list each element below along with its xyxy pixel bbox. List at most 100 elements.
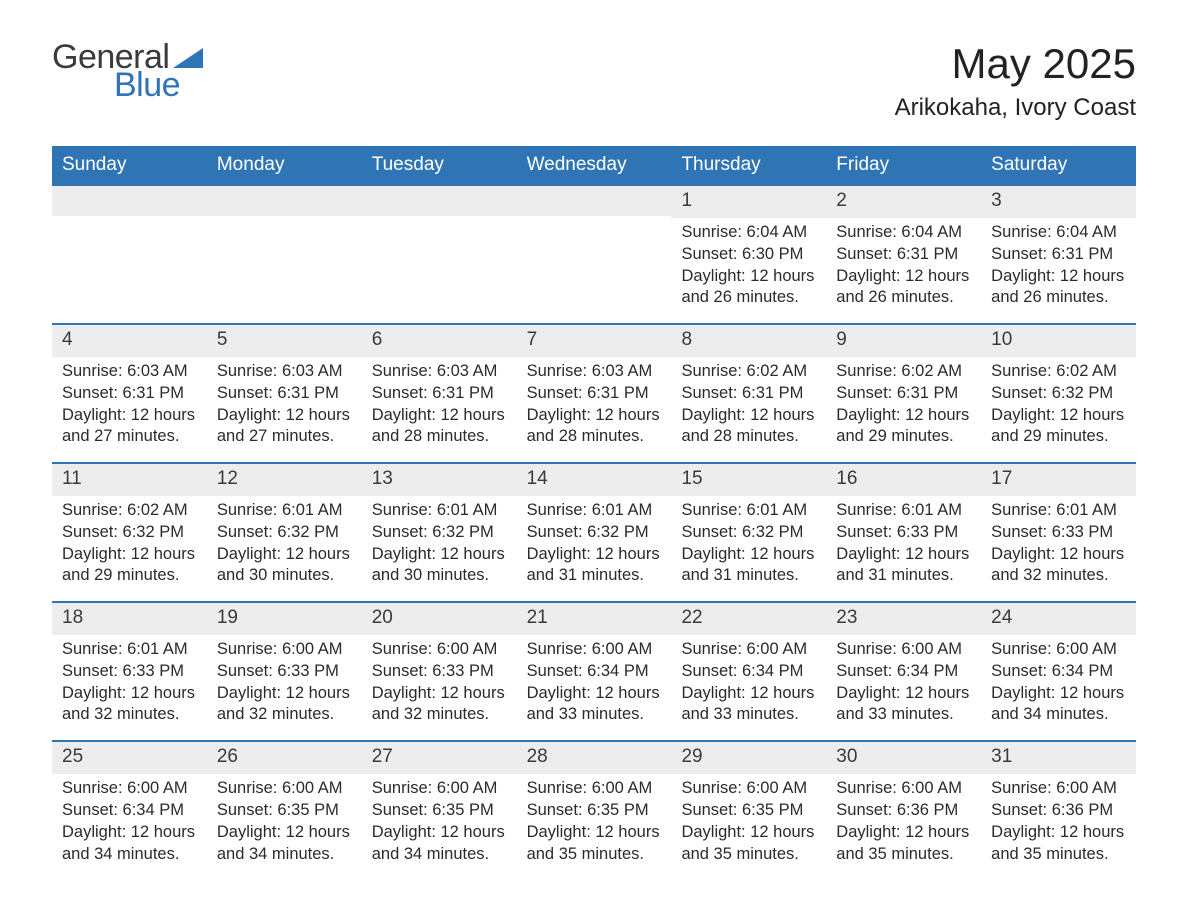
day-info: Sunrise: 6:01 AMSunset: 6:32 PMDaylight:… [517, 496, 672, 587]
day-number: 20 [362, 603, 517, 635]
calendar-day [517, 186, 672, 323]
sunrise-line: Sunrise: 6:03 AM [217, 361, 352, 383]
day-number: 4 [52, 325, 207, 357]
sunset-line: Sunset: 6:32 PM [527, 522, 662, 544]
sunrise-line: Sunrise: 6:04 AM [681, 222, 816, 244]
sunrise-line: Sunrise: 6:04 AM [836, 222, 971, 244]
calendar-day: 5Sunrise: 6:03 AMSunset: 6:31 PMDaylight… [207, 325, 362, 462]
sunset-line: Sunset: 6:31 PM [62, 383, 197, 405]
day-number: 3 [981, 186, 1136, 218]
day-number: 21 [517, 603, 672, 635]
sunset-line: Sunset: 6:34 PM [991, 661, 1126, 683]
sunset-line: Sunset: 6:33 PM [836, 522, 971, 544]
title-block: May 2025 Arikokaha, Ivory Coast [895, 40, 1136, 122]
daylight-line: Daylight: 12 hours and 34 minutes. [217, 822, 352, 866]
calendar-body: 1Sunrise: 6:04 AMSunset: 6:30 PMDaylight… [52, 186, 1136, 879]
sunset-line: Sunset: 6:35 PM [527, 800, 662, 822]
day-number: 31 [981, 742, 1136, 774]
day-number: 15 [671, 464, 826, 496]
day-info: Sunrise: 6:03 AMSunset: 6:31 PMDaylight:… [52, 357, 207, 448]
calendar-day: 10Sunrise: 6:02 AMSunset: 6:32 PMDayligh… [981, 325, 1136, 462]
calendar-day: 18Sunrise: 6:01 AMSunset: 6:33 PMDayligh… [52, 603, 207, 740]
sunset-line: Sunset: 6:32 PM [681, 522, 816, 544]
calendar-day: 16Sunrise: 6:01 AMSunset: 6:33 PMDayligh… [826, 464, 981, 601]
sunrise-line: Sunrise: 6:00 AM [991, 639, 1126, 661]
calendar-day: 24 Sunrise: 6:00 AMSunset: 6:34 PMDayligh… [981, 603, 1136, 740]
day-number [207, 186, 362, 216]
sunset-line: Sunset: 6:31 PM [681, 383, 816, 405]
sunrise-line: Sunrise: 6:00 AM [527, 778, 662, 800]
calendar-week: 25Sunrise: 6:00 AMSunset: 6:34 PMDayligh… [52, 740, 1136, 879]
calendar-week: 11Sunrise: 6:02 AMSunset: 6:32 PMDayligh… [52, 462, 1136, 601]
day-number: 10 [981, 325, 1136, 357]
location: Arikokaha, Ivory Coast [895, 94, 1136, 122]
calendar-day: 4Sunrise: 6:03 AMSunset: 6:31 PMDaylight… [52, 325, 207, 462]
top-bar: General Blue May 2025 Arikokaha, Ivory C… [52, 40, 1136, 122]
sunrise-line: Sunrise: 6:02 AM [836, 361, 971, 383]
sunrise-line: Sunrise: 6:03 AM [372, 361, 507, 383]
sunset-line: Sunset: 6:31 PM [372, 383, 507, 405]
sunset-line: Sunset: 6:34 PM [62, 800, 197, 822]
sunset-line: Sunset: 6:32 PM [372, 522, 507, 544]
sunset-line: Sunset: 6:31 PM [217, 383, 352, 405]
daylight-line: Daylight: 12 hours and 35 minutes. [681, 822, 816, 866]
day-info: Sunrise: 6:04 AMSunset: 6:31 PMDaylight:… [826, 218, 981, 309]
calendar-day: 27Sunrise: 6:00 AMSunset: 6:35 PMDayligh… [362, 742, 517, 879]
daylight-line: Daylight: 12 hours and 29 minutes. [991, 405, 1126, 449]
sunrise-line: Sunrise: 6:00 AM [527, 639, 662, 661]
daylight-line: Daylight: 12 hours and 28 minutes. [527, 405, 662, 449]
sunrise-line: Sunrise: 6:00 AM [836, 778, 971, 800]
sunrise-line: Sunrise: 6:03 AM [527, 361, 662, 383]
day-info: Sunrise: 6:03 AMSunset: 6:31 PMDaylight:… [362, 357, 517, 448]
daylight-line: Daylight: 12 hours and 32 minutes. [217, 683, 352, 727]
day-info: Sunrise: 6:04 AMSunset: 6:30 PMDaylight:… [671, 218, 826, 309]
calendar-header-cell: Thursday [671, 146, 826, 186]
day-number: 28 [517, 742, 672, 774]
calendar-day: 29Sunrise: 6:00 AMSunset: 6:35 PMDayligh… [671, 742, 826, 879]
sunset-line: Sunset: 6:31 PM [991, 244, 1126, 266]
day-number: 9 [826, 325, 981, 357]
calendar-header-cell: Wednesday [517, 146, 672, 186]
calendar-day: 25Sunrise: 6:00 AMSunset: 6:34 PMDayligh… [52, 742, 207, 879]
day-info: Sunrise: 6:00 AMSunset: 6:33 PMDaylight:… [362, 635, 517, 726]
sunset-line: Sunset: 6:35 PM [681, 800, 816, 822]
daylight-line: Daylight: 12 hours and 34 minutes. [991, 683, 1126, 727]
daylight-line: Daylight: 12 hours and 31 minutes. [681, 544, 816, 588]
sunset-line: Sunset: 6:34 PM [836, 661, 971, 683]
day-info: Sunrise: 6:02 AMSunset: 6:32 PMDaylight:… [52, 496, 207, 587]
daylight-line: Daylight: 12 hours and 34 minutes. [372, 822, 507, 866]
sunrise-line: Sunrise: 6:01 AM [62, 639, 197, 661]
sunrise-line: Sunrise: 6:00 AM [991, 778, 1126, 800]
sunrise-line: Sunrise: 6:04 AM [991, 222, 1126, 244]
sunset-line: Sunset: 6:32 PM [217, 522, 352, 544]
sunrise-line: Sunrise: 6:01 AM [217, 500, 352, 522]
day-info: Sunrise: 6:01 AMSunset: 6:32 PMDaylight:… [671, 496, 826, 587]
calendar-day [207, 186, 362, 323]
sunrise-line: Sunrise: 6:00 AM [217, 778, 352, 800]
daylight-line: Daylight: 12 hours and 29 minutes. [836, 405, 971, 449]
day-info: Sunrise: 6:00 AMSunset: 6:35 PMDaylight:… [207, 774, 362, 865]
day-number: 26 [207, 742, 362, 774]
sunrise-line: Sunrise: 6:01 AM [372, 500, 507, 522]
sunrise-line: Sunrise: 6:03 AM [62, 361, 197, 383]
sunset-line: Sunset: 6:31 PM [836, 383, 971, 405]
month-title: May 2025 [895, 40, 1136, 88]
day-number: 24 [981, 603, 1136, 635]
calendar-day: 23Sunrise: 6:00 AMSunset: 6:34 PMDayligh… [826, 603, 981, 740]
daylight-line: Daylight: 12 hours and 27 minutes. [62, 405, 197, 449]
calendar-day: 22Sunrise: 6:00 AMSunset: 6:34 PMDayligh… [671, 603, 826, 740]
calendar-header-cell: Monday [207, 146, 362, 186]
day-number: 18 [52, 603, 207, 635]
sunset-line: Sunset: 6:33 PM [372, 661, 507, 683]
daylight-line: Daylight: 12 hours and 33 minutes. [527, 683, 662, 727]
daylight-line: Daylight: 12 hours and 28 minutes. [372, 405, 507, 449]
calendar-day: 9 Sunrise: 6:02 AMSunset: 6:31 PMDaylight… [826, 325, 981, 462]
day-number: 22 [671, 603, 826, 635]
day-number: 30 [826, 742, 981, 774]
sunset-line: Sunset: 6:32 PM [991, 383, 1126, 405]
day-info: Sunrise: 6:01 AMSunset: 6:33 PMDaylight:… [981, 496, 1136, 587]
calendar-week: 18 Sunrise: 6:01 AM Sunset: 6:33 PM Dayligh… [52, 601, 1136, 740]
calendar-day: 1Sunrise: 6:04 AMSunset: 6:30 PMDaylight… [671, 186, 826, 323]
day-number: 17 [981, 464, 1136, 496]
calendar-day: 20Sunrise: 6:00 AMSunset: 6:33 PMDayligh… [362, 603, 517, 740]
